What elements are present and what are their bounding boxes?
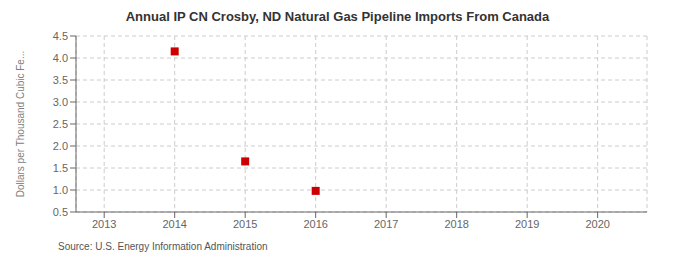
svg-text:2.0: 2.0: [53, 140, 68, 152]
svg-text:2016: 2016: [303, 218, 327, 230]
svg-text:2019: 2019: [515, 218, 539, 230]
svg-text:2020: 2020: [585, 218, 609, 230]
svg-text:2014: 2014: [162, 218, 186, 230]
svg-text:4.5: 4.5: [53, 30, 68, 42]
svg-text:1.5: 1.5: [53, 162, 68, 174]
svg-text:2015: 2015: [233, 218, 257, 230]
svg-text:4.0: 4.0: [53, 52, 68, 64]
svg-text:2.5: 2.5: [53, 118, 68, 130]
svg-text:1.0: 1.0: [53, 184, 68, 196]
svg-text:2018: 2018: [444, 218, 468, 230]
svg-text:2013: 2013: [92, 218, 116, 230]
html-text:Annual IP CN Crosby, ND Natura: Annual IP CN Crosby, ND Natural Gas Pipe…: [125, 9, 550, 24]
html-text:Source: U.S. Energy Informatio: Source: U.S. Energy Information Administ…: [58, 241, 268, 252]
svg-text:3.5: 3.5: [53, 74, 68, 86]
svg-text:0.5: 0.5: [53, 206, 68, 218]
svg-text:Dollars per Thousand Cubic Fe.: Dollars per Thousand Cubic Fe...: [15, 51, 26, 198]
svg-text:2017: 2017: [374, 218, 398, 230]
svg-text:3.0: 3.0: [53, 96, 68, 108]
